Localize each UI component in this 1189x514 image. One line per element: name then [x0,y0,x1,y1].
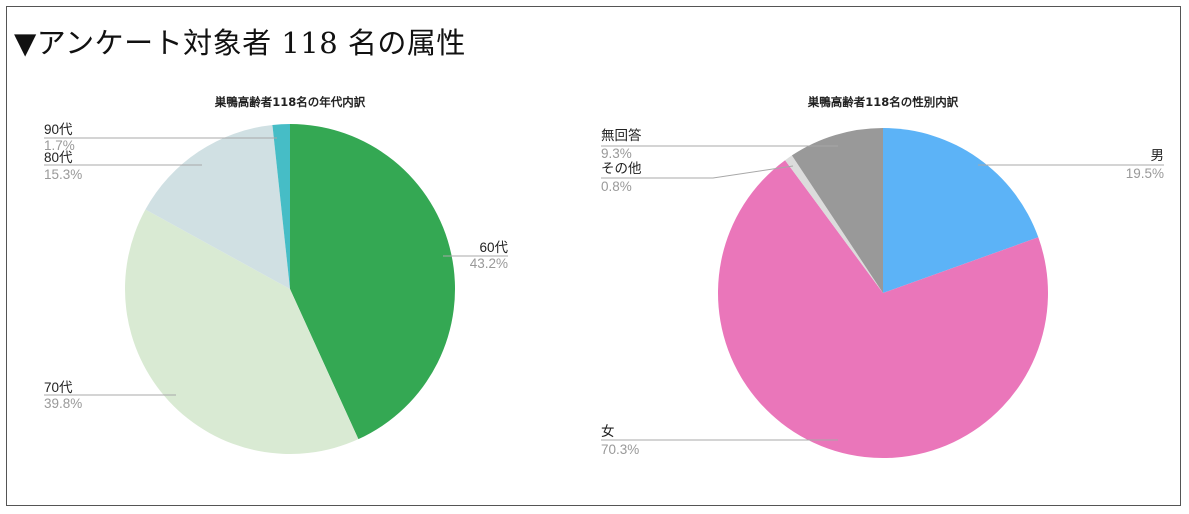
slice-label: 80代 [44,150,73,165]
pie-slice [290,124,456,440]
pie-slice [791,128,883,293]
slice-label: 男 [1151,148,1165,163]
slice-label: 女 [601,423,615,439]
slice-label: 無回答 [601,127,642,143]
leader-line [601,165,794,179]
slice-percent-label: 15.3% [44,167,82,182]
slice-label: その他 [601,161,642,176]
pie-slice [124,209,359,455]
slice-percent-label: 39.8% [44,396,82,411]
slice-label: 60代 [479,240,508,255]
slice-label: 70代 [44,380,73,395]
slice-percent-label: 19.5% [1126,166,1164,181]
chart-title: 巣鴨高齢者118名の年代内訳 [214,95,366,109]
slice-percent-label: 70.3% [601,442,639,457]
pie-slice [883,128,1039,293]
slice-percent-label: 1.7% [44,138,75,153]
slice-label: 90代 [44,122,73,137]
chart-title: 巣鴨高齢者118名の性別内訳 [807,95,959,109]
pie-slice [717,160,1048,459]
slice-percent-label: 0.8% [601,179,632,194]
pie-slice [145,124,290,289]
pie-slice [785,155,883,293]
page-title: ▼アンケート対象者 118 名の属性 [14,26,466,60]
slice-percent-label: 43.2% [470,256,508,271]
slice-percent-label: 9.3% [601,146,632,161]
pie-slice [272,124,290,289]
